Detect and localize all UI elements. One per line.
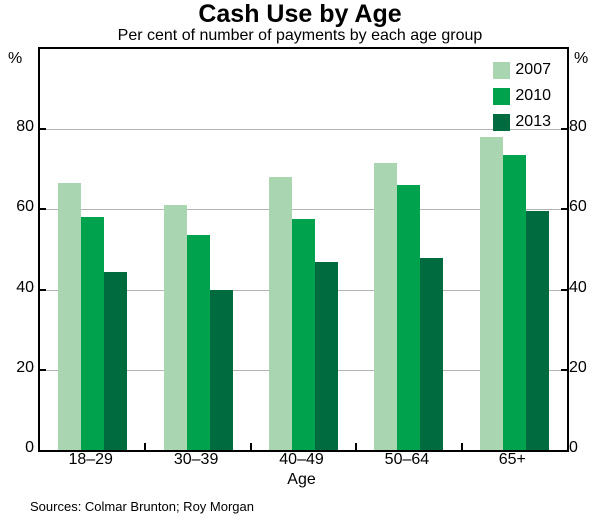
y-axis-labels-left: 0 20 40 60 80: [0, 47, 34, 456]
y-axis-tick-label: 0: [25, 439, 34, 456]
bar-2010-40–49: [292, 219, 316, 450]
y-axis-tick-label: 40: [16, 279, 34, 296]
legend-item-2010: 2010: [493, 87, 551, 105]
bar-2007-65+: [479, 137, 503, 450]
legend-label: 2007: [515, 61, 551, 78]
legend-label: 2013: [515, 113, 551, 130]
legend-swatch-icon: [493, 87, 511, 105]
x-axis-category-label: 65+: [498, 451, 526, 468]
y-axis-tick: [40, 369, 46, 371]
bar-group-50–64: [356, 49, 461, 450]
y-axis-tick-label: 80: [569, 118, 587, 135]
x-axis-tick: [355, 443, 358, 450]
y-axis-tick: [40, 208, 46, 210]
x-axis-labels: 18–29 30–39 40–49 50–64 65+: [38, 451, 565, 469]
bar-2013-30–39: [209, 290, 233, 450]
bar-2013-18–29: [104, 272, 128, 450]
y-axis-tick-label: 20: [16, 359, 34, 376]
y-axis-unit-right: %: [574, 50, 589, 67]
gridline: [40, 209, 567, 210]
x-axis-tick: [249, 443, 252, 450]
y-axis-labels-right: 0 20 40 60 80: [569, 47, 599, 456]
legend-item-2013: 2013: [493, 113, 551, 131]
y-axis-tick: [561, 369, 567, 371]
chart-title: Cash Use by Age: [198, 0, 402, 28]
bar-2013-65+: [525, 211, 549, 450]
bar-2010-50–64: [397, 185, 421, 450]
bar-2007-30–39: [163, 205, 187, 450]
y-axis-tick-label: 80: [16, 118, 34, 135]
y-axis-tick-label: 0: [569, 439, 578, 456]
y-axis-tick-label: 20: [569, 359, 587, 376]
bar-2007-18–29: [58, 183, 82, 450]
x-axis-title: Age: [287, 471, 316, 488]
y-axis-tick-label: 60: [16, 198, 34, 215]
x-axis-category-label: 30–39: [173, 451, 219, 468]
y-axis-unit-left: %: [8, 50, 23, 67]
legend-label: 2010: [515, 87, 551, 104]
chart-subtitle: Per cent of number of payments by each a…: [117, 27, 483, 44]
legend-swatch-icon: [493, 61, 511, 79]
bar-group-65+: [462, 49, 567, 450]
bar-groups: [40, 49, 567, 450]
legend-item-2007: 2007: [493, 61, 551, 79]
plot-area: 2007 2010 2013: [38, 47, 569, 452]
bar-2013-40–49: [315, 262, 339, 450]
x-axis-tick: [144, 443, 147, 450]
bar-group-40–49: [251, 49, 356, 450]
y-axis-tick: [40, 128, 46, 130]
y-axis-tick: [561, 128, 567, 130]
bar-group-30–39: [145, 49, 250, 450]
y-axis-tick: [561, 289, 567, 291]
x-axis-category-label: 40–49: [279, 451, 324, 468]
bar-2010-18–29: [81, 217, 105, 450]
bar-2007-50–64: [374, 163, 398, 450]
source-note: Sources: Colmar Brunton; Roy Morgan: [30, 499, 254, 514]
bar-2010-65+: [502, 155, 526, 450]
x-axis-tick: [460, 443, 463, 450]
bar-2010-30–39: [186, 235, 210, 450]
x-axis-category-label: 50–64: [384, 451, 430, 468]
y-axis-tick-label: 40: [569, 279, 587, 296]
x-axis-category-label: 18–29: [68, 451, 113, 468]
legend: 2007 2010 2013: [493, 61, 551, 131]
bar-2007-40–49: [269, 177, 293, 450]
y-axis-tick-label: 60: [569, 198, 587, 215]
bar-group-18–29: [40, 49, 145, 450]
y-axis-tick: [561, 208, 567, 210]
legend-swatch-icon: [493, 113, 511, 131]
y-axis-tick: [40, 289, 46, 291]
bar-2013-50–64: [420, 258, 444, 450]
gridline: [40, 129, 567, 130]
